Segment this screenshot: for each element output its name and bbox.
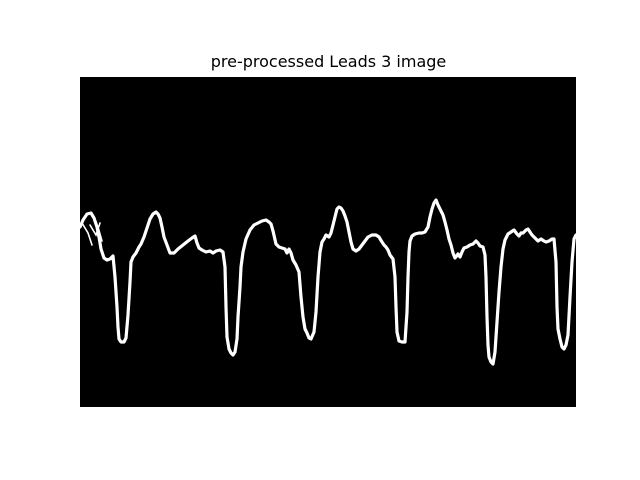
ecg-trace bbox=[80, 198, 576, 366]
figure-title: pre-processed Leads 3 image bbox=[210, 52, 447, 71]
image-background bbox=[80, 77, 576, 407]
ecg-image-panel bbox=[80, 77, 576, 407]
trace-start-artifact bbox=[81, 222, 103, 246]
ecg-trace-image bbox=[80, 77, 576, 407]
